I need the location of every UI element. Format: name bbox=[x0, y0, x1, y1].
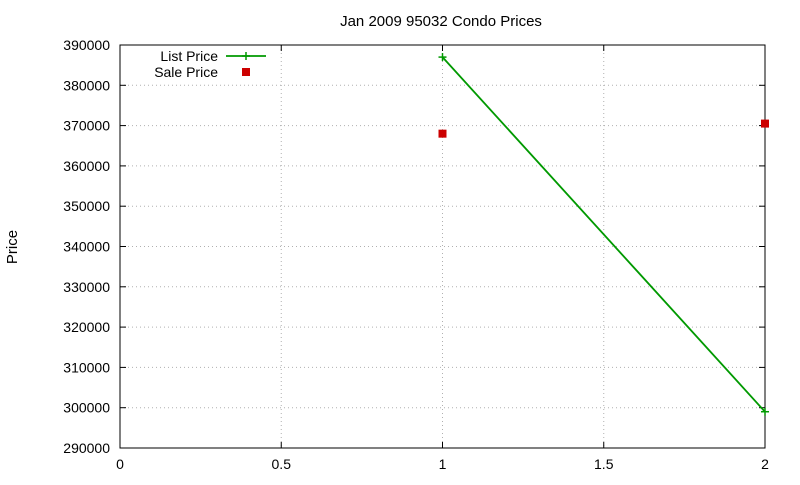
series-sale-price bbox=[438, 119, 769, 138]
x-tick-label: 0 bbox=[116, 456, 124, 472]
y-tick-label: 370000 bbox=[63, 118, 110, 134]
y-tick-label: 360000 bbox=[63, 158, 110, 174]
legend-marker-list-price bbox=[242, 52, 250, 60]
grid-layer bbox=[120, 45, 765, 448]
chart-title: Jan 2009 95032 Condo Prices bbox=[340, 13, 542, 30]
legend-label-sale-price: Sale Price bbox=[154, 64, 218, 80]
legend-marker-sale-price bbox=[242, 68, 250, 76]
list-price-point bbox=[438, 53, 447, 62]
sale-price-point bbox=[761, 119, 769, 128]
y-tick-label: 390000 bbox=[63, 37, 110, 53]
y-tick-label: 380000 bbox=[63, 77, 110, 93]
series-list-price bbox=[438, 53, 769, 416]
y-tick-label: 320000 bbox=[63, 319, 110, 335]
y-tick-label: 340000 bbox=[63, 239, 110, 255]
y-tick-label: 290000 bbox=[63, 440, 110, 456]
series-layer bbox=[438, 53, 769, 416]
x-tick-label: 1.5 bbox=[594, 456, 614, 472]
list-price-line bbox=[441, 56, 766, 413]
legend-label-list-price: List Price bbox=[160, 48, 218, 64]
x-tick-label: 1 bbox=[439, 456, 447, 472]
y-tick-label: 330000 bbox=[63, 279, 110, 295]
x-tick-label: 2 bbox=[761, 456, 769, 472]
x-tick-label: 0.5 bbox=[272, 456, 292, 472]
sale-price-point bbox=[438, 129, 447, 138]
y-tick-label: 350000 bbox=[63, 198, 110, 214]
y-axis-label: Price bbox=[4, 230, 21, 264]
tick-layer: 290000 300000 310000 320000 330000 340000 3500… bbox=[63, 37, 769, 472]
list-price-point bbox=[761, 407, 769, 416]
y-tick-label: 300000 bbox=[63, 400, 110, 416]
y-tick-label: 310000 bbox=[63, 359, 110, 375]
